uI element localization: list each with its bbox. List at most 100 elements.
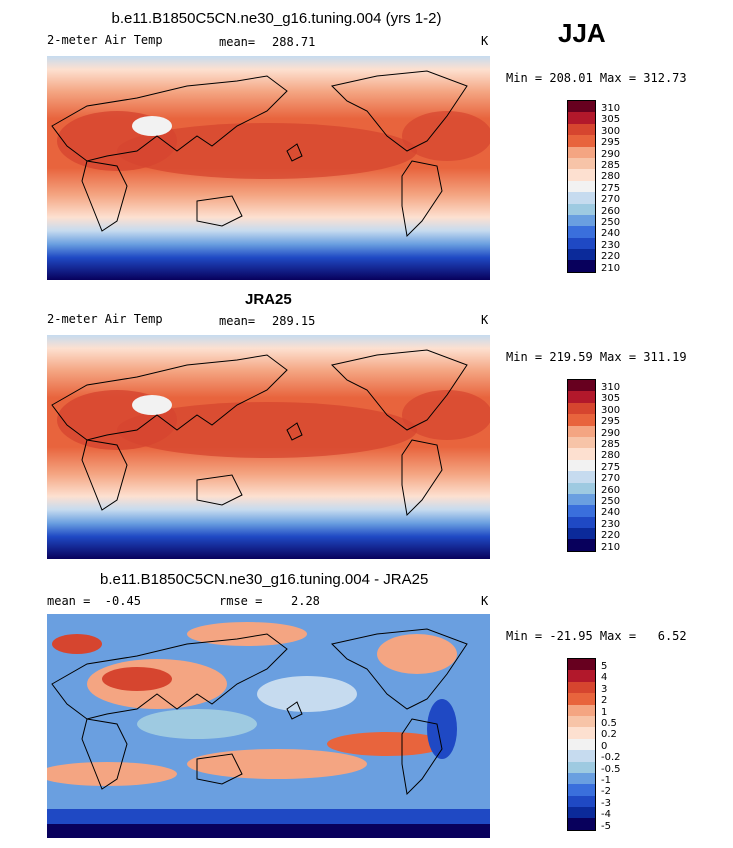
colorbar-tick-label: 280 (601, 171, 621, 183)
colorbar-tick-label: 280 (601, 450, 621, 462)
colorbar-tick-label: 210 (601, 541, 621, 553)
colorbar-swatch (568, 693, 595, 705)
panel1-min-max: Min = 208.01 Max = 312.73 (506, 71, 687, 85)
colorbar-swatch (568, 727, 595, 739)
panel3-title: b.e11.B1850C5CN.ne30_g16.tuning.004 - JR… (100, 571, 429, 588)
panel3-rmse-value: 2.28 (291, 594, 320, 608)
colorbar-tick-label: 240 (601, 228, 621, 240)
colorbar-tick-label: 270 (601, 473, 621, 485)
colorbar-tick-label: 310 (601, 382, 621, 393)
colorbar-tick-label: -2 (601, 786, 611, 798)
colorbar-swatch (568, 807, 595, 819)
colorbar-tick-label: -4 (601, 809, 611, 821)
colorbar-swatch (568, 493, 595, 506)
colorbar-tick-label: 305 (601, 114, 621, 126)
panel1-variable-label: 2-meter Air Temp (47, 33, 163, 47)
colorbar-tick-label: 270 (601, 194, 621, 206)
season-label: JJA (558, 18, 606, 48)
colorbar-swatch (568, 505, 595, 517)
colorbar-swatch (568, 738, 595, 751)
colorbar-swatch (568, 112, 595, 124)
panel3-units: K (481, 594, 489, 608)
panel1-colorbar (567, 100, 596, 273)
colorbar-tick-label: 3 (601, 683, 608, 695)
colorbar-swatch (568, 795, 595, 808)
panel1-title: b.e11.B1850C5CN.ne30_g16.tuning.004 (yrs… (111, 10, 442, 27)
colorbar-tick-label: 285 (601, 160, 621, 171)
colorbar-tick-label: 210 (601, 262, 621, 274)
colorbar-swatch (568, 260, 595, 272)
panel3-colorbar (567, 658, 596, 831)
colorbar-swatch (568, 715, 595, 728)
colorbar-swatch (568, 135, 595, 147)
colorbar-tick-label: 0.2 (601, 729, 617, 741)
colorbar-tick-label: 285 (601, 439, 621, 450)
colorbar-swatch (568, 391, 595, 403)
panel1-units: K (481, 34, 489, 48)
colorbar-tick-label: 305 (601, 393, 621, 405)
panel2-units: K (481, 313, 489, 327)
colorbar-tick-label: 300 (601, 125, 621, 137)
colorbar-tick-label: 260 (601, 205, 621, 217)
colorbar-tick-label: -0.5 (601, 763, 621, 775)
colorbar-swatch (568, 249, 595, 261)
colorbar-tick-label: 230 (601, 239, 621, 251)
colorbar-swatch (568, 101, 595, 113)
colorbar-tick-label: 0 (601, 740, 608, 752)
colorbar-swatch (568, 750, 595, 762)
colorbar-swatch (568, 414, 595, 426)
colorbar-swatch (568, 681, 595, 694)
panel2-mean-label: mean= (219, 314, 256, 328)
colorbar-tick-label: 275 (601, 182, 621, 194)
panel3-min-max: Min = -21.95 Max = 6.52 (506, 629, 687, 643)
colorbar-swatch (568, 203, 595, 215)
colorbar-swatch (568, 670, 595, 682)
colorbar-swatch (568, 459, 595, 472)
colorbar-tick-label: 250 (601, 496, 621, 507)
colorbar-swatch (568, 528, 595, 540)
colorbar-swatch (568, 380, 595, 392)
colorbar-tick-label: 220 (601, 251, 621, 263)
panel3-mean-text: mean = -0.45 (47, 594, 141, 608)
colorbar-tick-label: 260 (601, 484, 621, 496)
colorbar-tick-label: 300 (601, 404, 621, 416)
colorbar-tick-label: 290 (601, 427, 621, 439)
colorbar-swatch (568, 784, 595, 796)
panel2-mean-value: 289.15 (272, 314, 316, 328)
colorbar-tick-label: -1 (601, 775, 611, 786)
colorbar-tick-label: -0.2 (601, 752, 621, 764)
colorbar-tick-label: 0.5 (601, 718, 617, 729)
colorbar-swatch (568, 425, 595, 437)
colorbar-tick-label: 275 (601, 461, 621, 473)
colorbar-swatch (568, 659, 595, 671)
colorbar-swatch (568, 402, 595, 415)
panel2-variable-label: 2-meter Air Temp (47, 312, 163, 326)
colorbar-tick-label: 295 (601, 137, 621, 149)
colorbar-tick-label: -5 (601, 820, 611, 832)
colorbar-swatch (568, 516, 595, 529)
colorbar-tick-label: 220 (601, 530, 621, 542)
panel1-mean-value: 288.71 (272, 35, 316, 49)
colorbar-swatch (568, 539, 595, 551)
colorbar-tick-label: -3 (601, 797, 611, 809)
colorbar-tick-label: 250 (601, 217, 621, 228)
panel3-map (47, 614, 490, 838)
colorbar-swatch (568, 226, 595, 238)
colorbar-tick-label: 2 (601, 695, 608, 707)
panel3-rmse-label: rmse = (219, 594, 263, 608)
colorbar-tick-label: 1 (601, 706, 608, 718)
colorbar-tick-label: 310 (601, 103, 621, 114)
colorbar-swatch (568, 157, 595, 170)
colorbar-swatch (568, 169, 595, 181)
colorbar-swatch (568, 448, 595, 460)
colorbar-tick-label: 290 (601, 148, 621, 160)
colorbar-tick-label: 295 (601, 416, 621, 428)
colorbar-swatch (568, 192, 595, 204)
colorbar-swatch (568, 818, 595, 830)
colorbar-swatch (568, 214, 595, 227)
colorbar-tick-label: 230 (601, 518, 621, 530)
colorbar-swatch (568, 761, 595, 773)
colorbar-swatch (568, 471, 595, 483)
colorbar-swatch (568, 180, 595, 193)
colorbar-swatch (568, 704, 595, 716)
